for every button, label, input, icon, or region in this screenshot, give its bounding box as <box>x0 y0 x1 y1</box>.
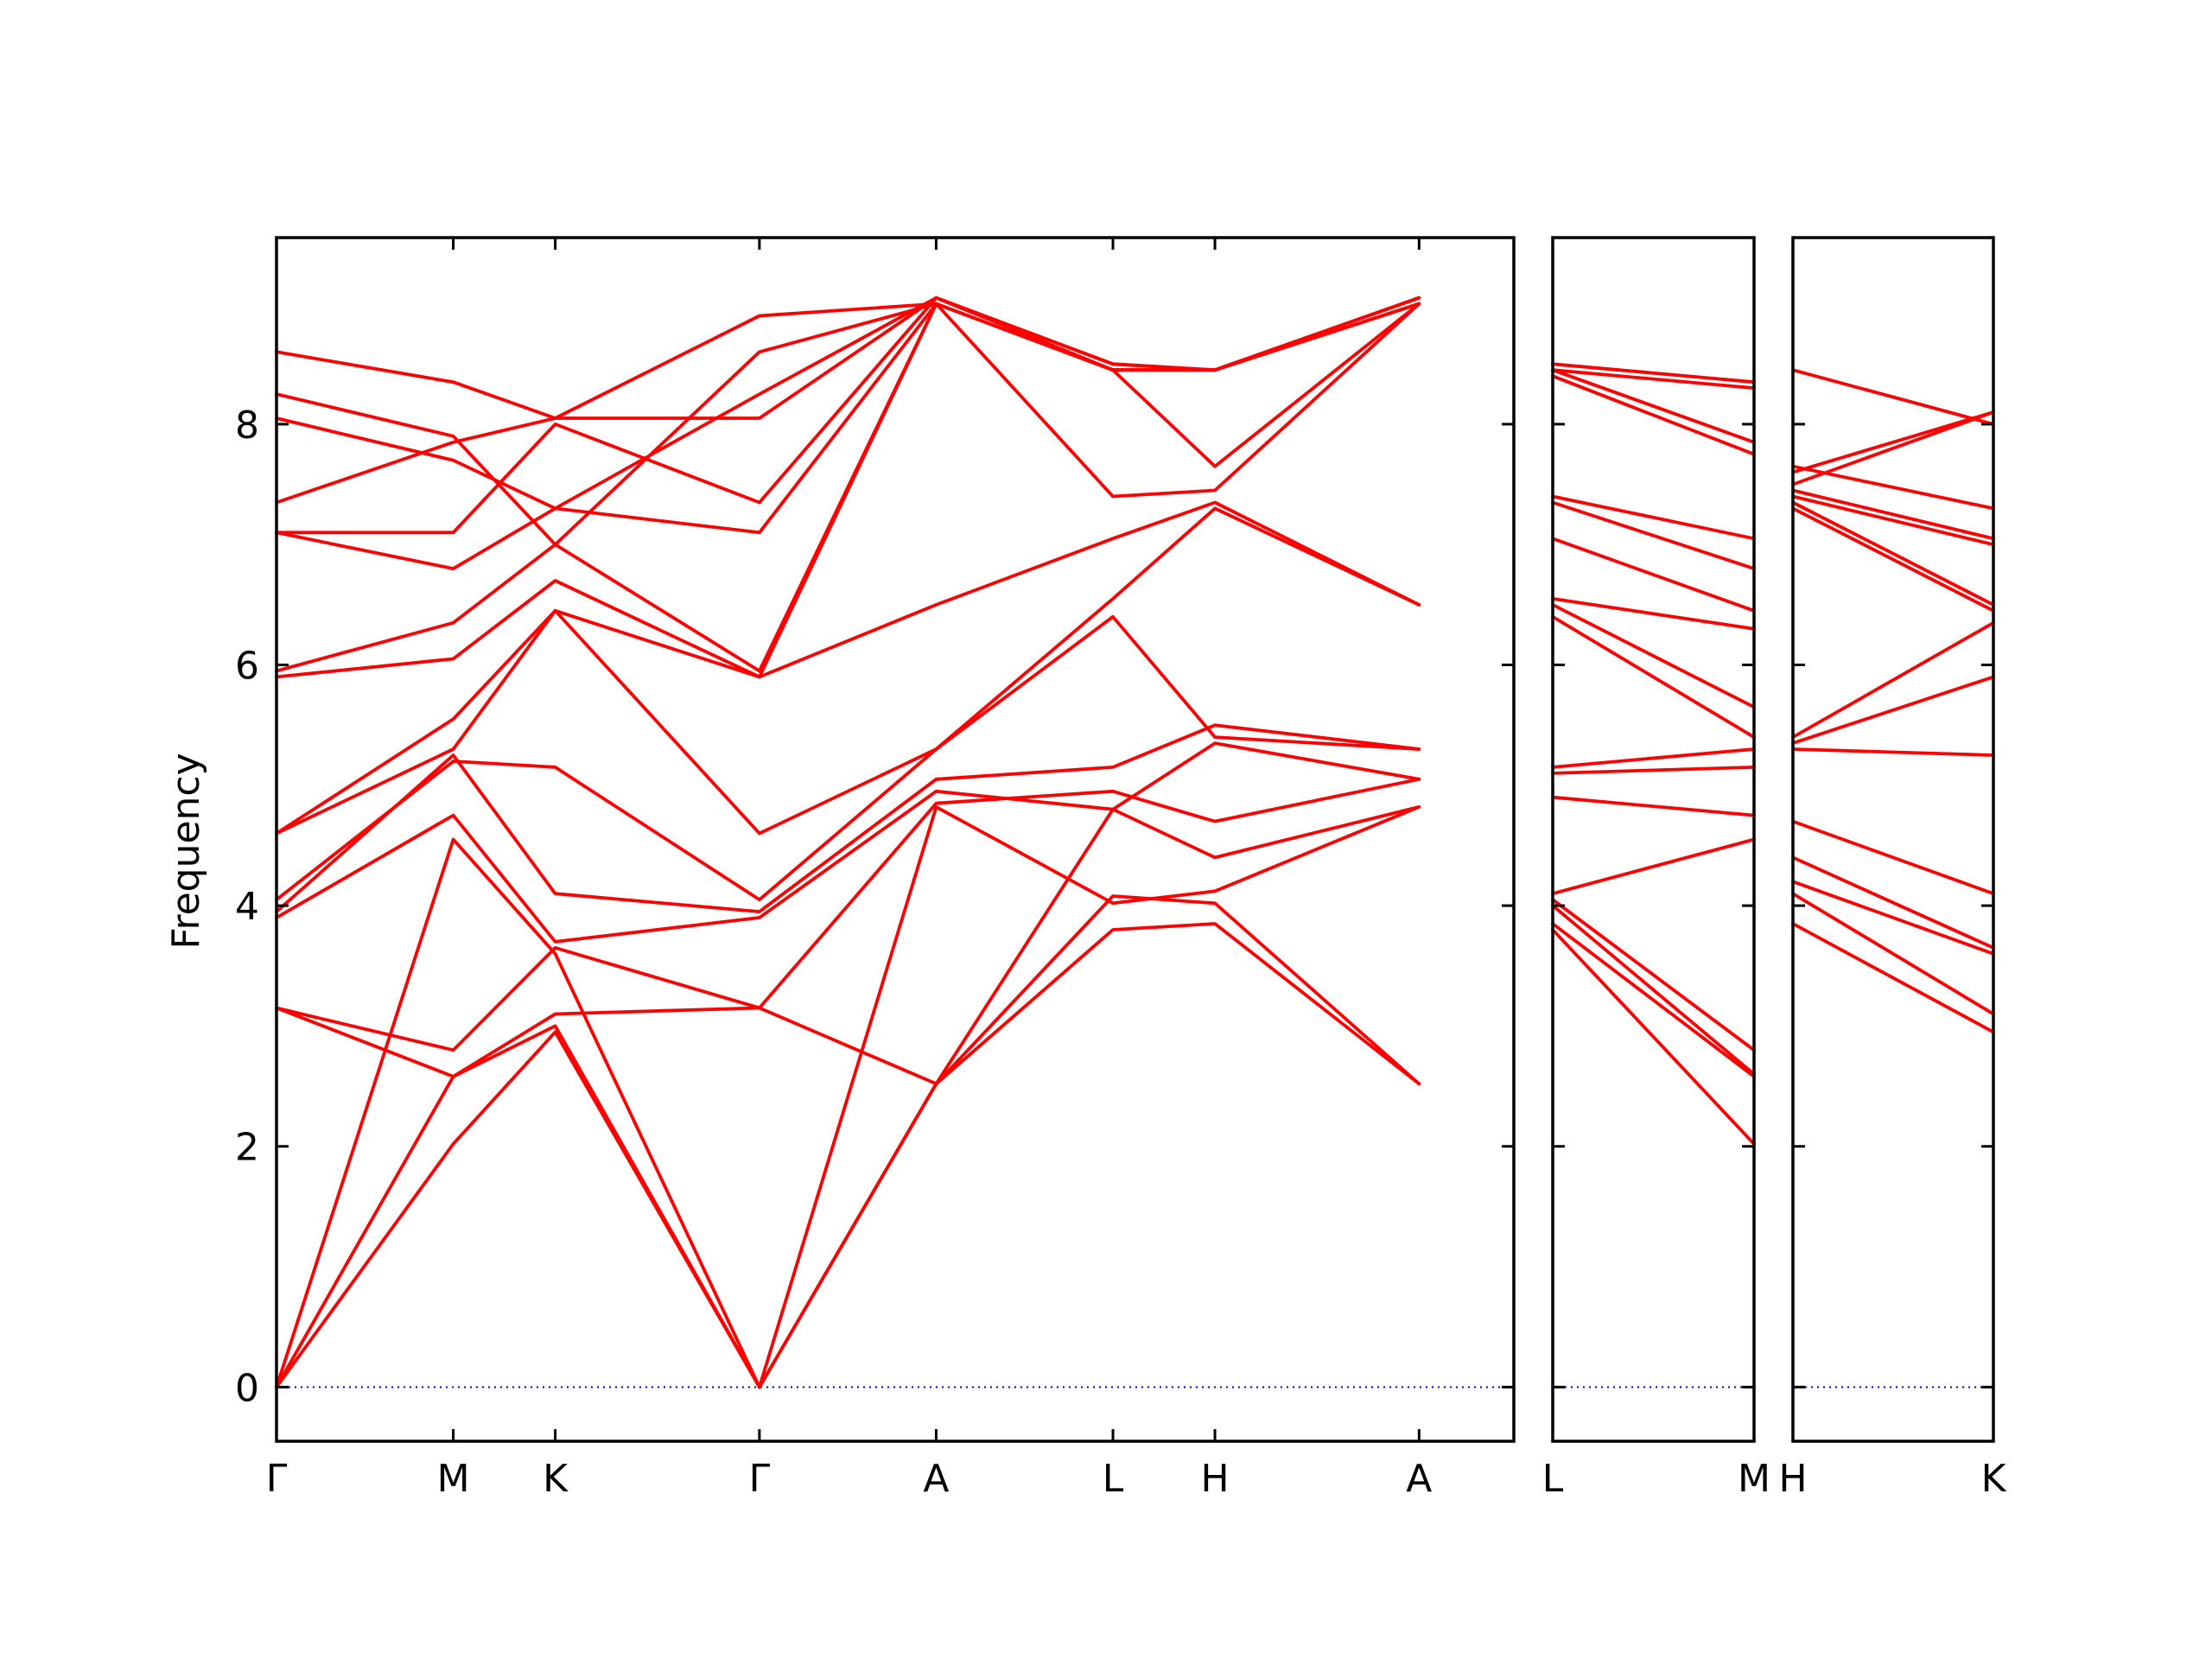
x-tick-label: H <box>1778 1457 1807 1501</box>
band-3 <box>1791 880 1995 956</box>
band-1 <box>1551 928 1756 1146</box>
band-9 <box>275 506 1421 836</box>
band-7 <box>275 723 1421 913</box>
x-tick-label: A <box>1406 1457 1432 1501</box>
x-tick-label: Γ <box>266 1457 288 1501</box>
x-tick-label: L <box>1542 1457 1564 1501</box>
band-2 <box>275 894 1421 1389</box>
band-6 <box>1791 747 1995 757</box>
y-tick-label: 0 <box>235 1366 259 1410</box>
x-tick-label: M <box>1738 1457 1770 1501</box>
x-tick-label: A <box>923 1457 949 1501</box>
band-9 <box>1791 506 1995 613</box>
band-4 <box>1791 855 1995 950</box>
x-tick-label: H <box>1201 1457 1230 1501</box>
y-tick-label: 2 <box>235 1126 259 1170</box>
panel-1: Γ M K Γ A L H A 0 2 4 6 8 <box>235 236 1516 1501</box>
band-8 <box>275 614 1421 902</box>
band-4 <box>1551 898 1756 1052</box>
x-tick-label: L <box>1103 1457 1124 1501</box>
band-5 <box>1791 819 1995 896</box>
band-18 <box>1551 362 1756 385</box>
band-14 <box>275 296 1421 535</box>
band-1 <box>1791 922 1995 1034</box>
band-12 <box>275 302 1421 673</box>
band-12 <box>1791 488 1995 541</box>
band-16 <box>1551 368 1756 444</box>
x-tick-label: Γ <box>749 1457 771 1501</box>
x-tick-label: M <box>437 1457 470 1501</box>
x-tick-label: K <box>543 1457 569 1501</box>
y-tick-label: 6 <box>235 645 259 689</box>
band-7 <box>1551 766 1756 775</box>
x-tick-label: K <box>1981 1457 2007 1501</box>
panel-frame <box>1551 236 1756 1443</box>
band-2 <box>1551 922 1756 1078</box>
band-16 <box>1791 410 1995 474</box>
band-3 <box>275 805 1421 1389</box>
band-6 <box>275 741 1421 944</box>
band-10 <box>1551 603 1756 709</box>
band-18 <box>275 302 1421 420</box>
band-14 <box>1791 368 1995 426</box>
band-8 <box>1551 747 1756 769</box>
band-17 <box>1551 368 1756 391</box>
band-7 <box>1791 675 1995 745</box>
panel-frame <box>1791 236 1995 1443</box>
y-tick-label: 4 <box>235 885 259 929</box>
panel-frame <box>275 236 1516 1443</box>
band-10 <box>1791 500 1995 607</box>
band-14 <box>1551 494 1756 541</box>
band-15 <box>1551 374 1756 456</box>
band-5 <box>1551 837 1756 896</box>
band-11 <box>1551 597 1756 631</box>
band-4 <box>275 805 1421 1086</box>
band-17 <box>275 302 1421 547</box>
band-8 <box>1791 620 1995 739</box>
band-3 <box>1551 904 1756 1076</box>
y-axis-label: Frequency <box>164 753 208 949</box>
band-2 <box>1791 892 1995 1016</box>
band-1 <box>275 922 1421 1389</box>
band-11 <box>1791 494 1995 547</box>
band-9 <box>1551 614 1756 739</box>
band-6 <box>1551 795 1756 817</box>
band-12 <box>1551 537 1756 613</box>
band-10 <box>275 500 1421 836</box>
band-13 <box>1551 500 1756 570</box>
band-15 <box>1791 410 1995 486</box>
y-tick-label: 8 <box>235 404 259 448</box>
band-5 <box>275 777 1421 1052</box>
